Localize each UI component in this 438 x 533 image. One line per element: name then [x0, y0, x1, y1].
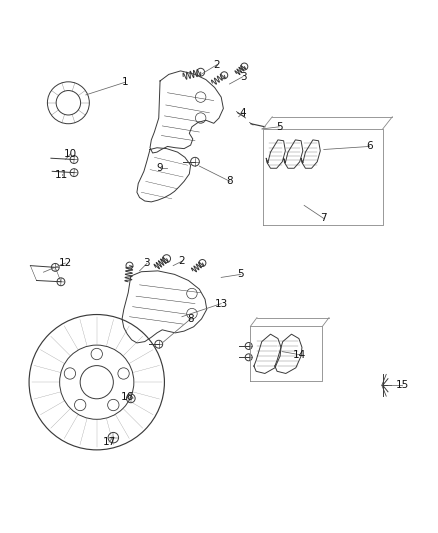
- Text: 16: 16: [121, 392, 134, 402]
- Text: 1: 1: [122, 77, 128, 87]
- Text: 4: 4: [240, 108, 246, 118]
- Text: 9: 9: [157, 163, 163, 173]
- Text: 11: 11: [55, 170, 68, 180]
- Text: 2: 2: [213, 60, 220, 70]
- Text: 8: 8: [226, 176, 233, 187]
- Text: 6: 6: [366, 141, 373, 151]
- Text: 15: 15: [396, 380, 409, 390]
- Text: 17: 17: [102, 437, 116, 447]
- Text: 8: 8: [187, 314, 194, 324]
- Text: 2: 2: [179, 256, 185, 266]
- Text: 13: 13: [215, 298, 228, 309]
- Text: 5: 5: [276, 122, 283, 132]
- Text: 7: 7: [321, 214, 327, 223]
- Text: 3: 3: [144, 259, 150, 269]
- Text: 14: 14: [293, 350, 307, 360]
- Text: 10: 10: [64, 149, 77, 159]
- Text: 3: 3: [240, 71, 246, 82]
- Text: 5: 5: [237, 269, 244, 279]
- Text: 12: 12: [59, 258, 72, 268]
